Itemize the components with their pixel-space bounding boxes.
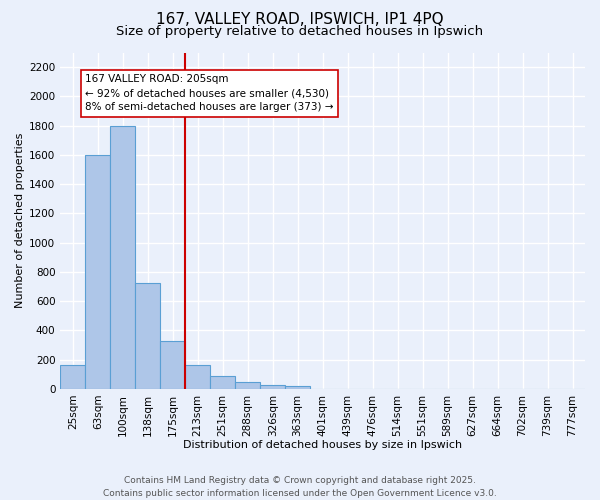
- Text: 167 VALLEY ROAD: 205sqm
← 92% of detached houses are smaller (4,530)
8% of semi-: 167 VALLEY ROAD: 205sqm ← 92% of detache…: [85, 74, 334, 112]
- Bar: [85, 155, 110, 389]
- Text: Size of property relative to detached houses in Ipswich: Size of property relative to detached ho…: [116, 25, 484, 38]
- Bar: [135, 283, 160, 389]
- Text: 167, VALLEY ROAD, IPSWICH, IP1 4PQ: 167, VALLEY ROAD, IPSWICH, IP1 4PQ: [156, 12, 444, 28]
- Bar: [110, 126, 135, 389]
- X-axis label: Distribution of detached houses by size in Ipswich: Distribution of detached houses by size …: [183, 440, 462, 450]
- Bar: [185, 366, 210, 389]
- Y-axis label: Number of detached properties: Number of detached properties: [15, 133, 25, 308]
- Text: Contains HM Land Registry data © Crown copyright and database right 2025.
Contai: Contains HM Land Registry data © Crown c…: [103, 476, 497, 498]
- Bar: [285, 386, 310, 389]
- Bar: [60, 366, 85, 389]
- Bar: [160, 342, 185, 389]
- Bar: [235, 382, 260, 389]
- Bar: [210, 376, 235, 389]
- Bar: [260, 385, 285, 389]
